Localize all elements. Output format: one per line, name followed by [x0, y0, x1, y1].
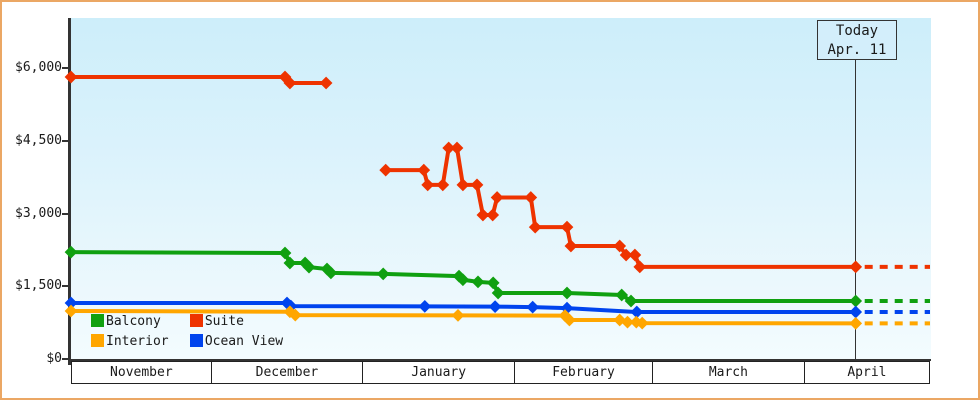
suite-legend-label: Suite — [204, 314, 244, 329]
interior-legend-label: Interior — [106, 334, 169, 349]
data-point-diamond — [471, 275, 485, 289]
data-point-diamond — [436, 178, 450, 192]
data-point-diamond — [849, 305, 863, 319]
ocean-view-legend-label: Ocean View — [204, 334, 284, 349]
balcony-swatch-icon — [91, 314, 104, 327]
data-point-diamond — [450, 141, 464, 155]
data-point-diamond — [379, 163, 393, 177]
legend-row-2: Interior Ocean View — [91, 332, 283, 352]
data-point-diamond — [633, 260, 647, 274]
data-point-diamond — [560, 286, 574, 300]
data-point-diamond — [278, 246, 292, 260]
today-marker-box: Today Apr. 11 — [817, 20, 897, 60]
legend-entry-interior: Interior — [91, 332, 182, 352]
data-point-diamond — [491, 286, 505, 300]
data-point-diamond — [564, 239, 578, 253]
data-point-diamond — [64, 70, 78, 84]
data-point-diamond — [488, 300, 502, 313]
data-point-diamond — [324, 266, 338, 280]
data-point-diamond — [283, 256, 297, 270]
y-tick-mark — [62, 67, 68, 69]
data-point-diamond — [563, 313, 576, 327]
month-label: April — [804, 361, 930, 384]
data-point-diamond — [442, 141, 456, 155]
data-point-diamond — [451, 309, 465, 322]
legend-entry-suite: Suite — [189, 312, 244, 332]
data-point-diamond — [302, 260, 316, 274]
data-point-diamond — [486, 208, 500, 222]
data-point-diamond — [490, 191, 504, 204]
data-point-diamond — [486, 276, 500, 290]
suite-swatch-icon — [189, 314, 203, 327]
x-axis-line — [68, 358, 931, 361]
y-tick-label: $3,000 — [15, 205, 62, 221]
data-point-diamond — [418, 300, 432, 313]
data-point-diamond — [849, 294, 863, 308]
month-label: January — [363, 361, 516, 384]
data-point-diamond — [421, 178, 435, 192]
today-line — [855, 58, 857, 359]
today-box-line2: Apr. 11 — [827, 42, 887, 58]
y-tick-label: $1,500 — [15, 278, 62, 294]
y-tick-label: $6,000 — [15, 60, 62, 75]
legend-entry-balcony: Balcony — [91, 312, 182, 332]
plot-area: Balcony Suite Interior Ocean View — [64, 18, 931, 359]
data-point-diamond — [526, 300, 540, 314]
data-point-diamond — [456, 178, 470, 192]
data-point-diamond — [64, 304, 78, 318]
ocean-view-swatch-icon — [189, 334, 203, 347]
y-axis-line — [68, 18, 71, 365]
legend: Balcony Suite Interior Ocean View — [91, 312, 283, 352]
month-label: December — [211, 361, 364, 384]
data-point-diamond — [849, 260, 863, 274]
data-point-diamond — [849, 317, 863, 330]
balcony-legend-label: Balcony — [106, 314, 161, 329]
data-point-diamond — [560, 220, 574, 234]
data-point-diamond — [528, 220, 542, 234]
month-axis: November December January February March Apri… — [71, 361, 931, 384]
y-tick-mark — [62, 212, 68, 215]
data-point-diamond — [288, 308, 302, 322]
data-point-diamond — [470, 178, 484, 192]
series-lines — [64, 70, 930, 330]
month-label: February — [515, 361, 653, 384]
legend-row-1: Balcony Suite — [91, 312, 283, 332]
data-point-diamond — [64, 245, 78, 259]
y-tick-label: $0 — [46, 351, 62, 366]
data-point-diamond — [319, 76, 333, 90]
data-point-diamond — [64, 296, 78, 310]
data-point-diamond — [524, 191, 538, 204]
month-label: March — [652, 361, 805, 384]
y-tick-mark — [62, 285, 68, 288]
data-point-diamond — [417, 163, 431, 177]
interior-swatch-icon — [91, 334, 104, 347]
legend-entry-ocean-view: Ocean View — [189, 332, 284, 352]
data-point-diamond — [283, 76, 297, 90]
data-point-diamond — [628, 248, 642, 262]
y-tick-mark — [62, 358, 68, 360]
month-label: November — [71, 361, 212, 384]
y-tick-label: $4,500 — [15, 132, 62, 148]
data-point-diamond — [476, 208, 490, 222]
y-tick-mark — [62, 139, 68, 142]
data-point-diamond — [376, 267, 390, 281]
data-point-diamond — [456, 273, 470, 287]
today-box-line1: Today — [835, 23, 879, 39]
